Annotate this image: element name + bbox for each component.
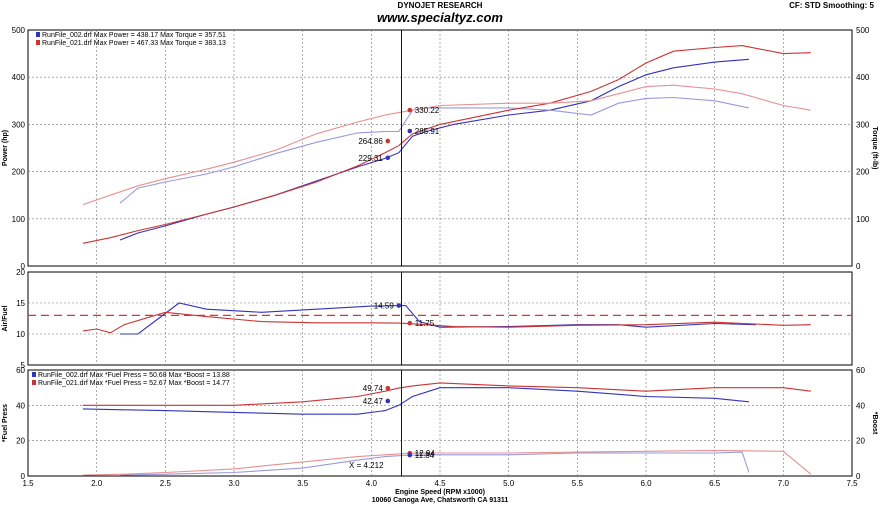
y-tick-label: 15 <box>16 299 25 308</box>
annotation-marker <box>407 128 413 134</box>
cursor-readout: X = 4.212 <box>349 461 384 470</box>
annotation-label: 229.31 <box>358 154 383 163</box>
panel-air-fuel: 5 10 15 20 Air/Fuel 14.59 11.75 <box>2 268 853 370</box>
legend-entry: RunFile_021.drf Max Power = 467.33 Max T… <box>42 40 226 47</box>
legend-swatch <box>32 380 36 385</box>
x-tick-label: 4.5 <box>434 479 446 488</box>
y-tick-label: 100 <box>12 215 26 224</box>
annotation-marker <box>407 320 413 326</box>
x-tick-label: 1.5 <box>22 479 34 488</box>
x-tick-label: 7.0 <box>778 479 790 488</box>
y-tick-label: 10 <box>16 330 25 339</box>
legend-entry: RunFile_002.drf Max *Fuel Press = 50.68 … <box>38 372 230 379</box>
y-tick-label: 40 <box>16 401 25 410</box>
x-tick-label: 6.5 <box>709 479 721 488</box>
annotation-label: 285.91 <box>415 127 440 136</box>
annotation-marker <box>407 107 413 113</box>
annotation-label: 49.74 <box>363 384 384 393</box>
series-021 <box>82 311 811 334</box>
y-tick-label: 200 <box>12 168 26 177</box>
y2-tick-label: 100 <box>856 215 870 224</box>
panel-fuel-boost: 0 0 20 20 40 40 60 60 *Fuel Press *Boost X = 4.212… <box>2 366 878 496</box>
annotation-label: 14.59 <box>374 302 395 311</box>
y-tick-label: 20 <box>16 268 25 277</box>
x-tick-label: 2.5 <box>160 479 172 488</box>
y-tick-label: 300 <box>12 120 26 129</box>
y2-tick-label: 0 <box>856 472 861 481</box>
y-tick-label: 60 <box>16 366 25 375</box>
y2-tick-label: 300 <box>856 120 870 129</box>
y-tick-label: 0 <box>21 262 26 271</box>
y2-tick-label: 200 <box>856 168 870 177</box>
series-021-torque <box>82 84 811 206</box>
annotation-marker <box>407 452 413 458</box>
y2-tick-label: 40 <box>856 401 865 410</box>
y-tick-label: 500 <box>12 26 26 35</box>
annotation-marker <box>385 398 391 404</box>
legend-swatch <box>36 40 40 45</box>
website-title: www.specialtyz.com <box>377 10 503 25</box>
annotation-label: 12.94 <box>415 449 436 458</box>
annotation-label: 330.22 <box>415 106 440 115</box>
annotation-marker <box>385 385 391 391</box>
x-tick-label: 3.5 <box>297 479 309 488</box>
y2-axis-title: Torque (ft-lb) <box>871 126 878 169</box>
x-tick-label: 6.0 <box>640 479 652 488</box>
x-tick-label: 5.5 <box>572 479 584 488</box>
y-axis-title: Power (hp) <box>2 130 9 166</box>
y2-tick-label: 0 <box>856 262 861 271</box>
series-002 <box>120 302 756 335</box>
x-tick-label: 3.0 <box>228 479 240 488</box>
annotation-label: 11.84 <box>415 451 435 460</box>
x-tick-label: 4.0 <box>366 479 378 488</box>
x-tick-label: 7.5 <box>846 479 858 488</box>
y-axis-title: Air/Fuel <box>2 305 9 331</box>
chart-header-title: DYNOJET RESEARCH <box>397 1 483 10</box>
y2-tick-label: 20 <box>856 437 865 446</box>
annotation-label: 42.47 <box>363 397 384 406</box>
annotation-marker <box>396 303 402 308</box>
series-021-boost <box>82 449 812 476</box>
y-tick-label: 0 <box>21 472 26 481</box>
series-002-fuel <box>82 387 750 415</box>
panel-power-torque: 0 0 100 100 200 200 300 300 400 400 500 500 Power (h… <box>2 26 878 271</box>
legend-entry: RunFile_021.drf Max *Fuel Press = 52.67 … <box>38 380 230 387</box>
annotation-marker <box>385 138 391 144</box>
y-tick-label: 20 <box>16 437 25 446</box>
y2-axis-title: *Boost <box>871 412 878 435</box>
y-tick-label: 5 <box>21 361 26 370</box>
y-axis-title: *Fuel Press <box>2 404 9 442</box>
annotation-marker <box>385 155 391 161</box>
x-axis-title: Engine Speed (RPM x1000) <box>395 489 485 496</box>
series-002-boost <box>119 451 750 476</box>
series-021-power <box>82 45 811 244</box>
settings-label: CF: STD Smoothing: 5 <box>789 1 874 10</box>
y2-tick-label: 400 <box>856 73 870 82</box>
address-footer: 10060 Canoga Ave, Chatsworth CA 91311 <box>371 497 509 504</box>
series-021-fuel <box>82 382 811 406</box>
y-tick-label: 400 <box>12 73 26 82</box>
x-tick-label: 5.0 <box>503 479 515 488</box>
y2-tick-label: 60 <box>856 366 865 375</box>
annotation-label: 264.86 <box>358 137 383 146</box>
annotation-label: 11.75 <box>415 319 435 328</box>
y2-tick-label: 500 <box>856 26 870 35</box>
legend-swatch <box>36 32 40 37</box>
legend-entry: RunFile_002.drf Max Power = 438.17 Max T… <box>42 32 226 39</box>
x-tick-label: 2.0 <box>91 479 103 488</box>
legend-swatch <box>32 372 36 377</box>
